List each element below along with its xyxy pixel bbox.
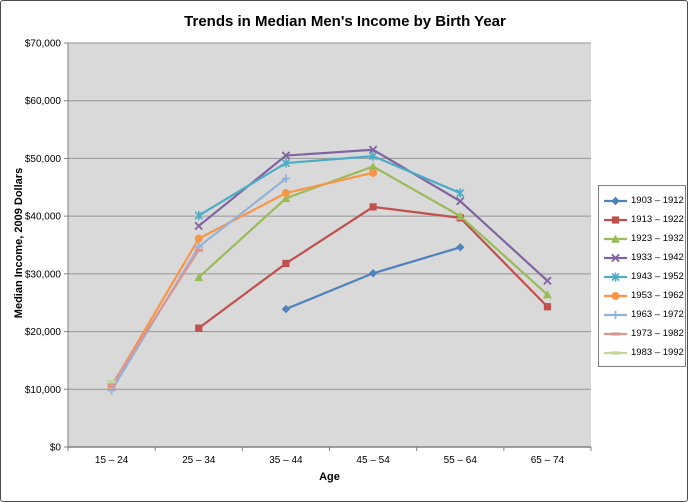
legend-label: 1943 – 1952 [631,271,684,282]
legend-label: 1983 – 1992 [631,347,684,358]
legend-item: 1973 – 1982 [604,324,684,343]
circle-marker [611,291,620,300]
legend-swatch [604,310,627,319]
x-tick-label: 35 – 44 [269,455,303,466]
x-tick-label: 55 – 64 [444,455,478,466]
x-marker [456,196,465,206]
y-tick-label: $0 [50,443,62,454]
y-tick-label: $60,000 [25,96,62,107]
diamond-marker [456,243,465,252]
legend-item: 1943 – 1952 [604,267,684,286]
legend-swatch [604,215,627,224]
legend-item: 1903 – 1912 [604,191,684,210]
x-marker [281,151,291,160]
x-marker [194,221,203,231]
legend-label: 1933 – 1942 [631,252,684,263]
y-tick-label: $10,000 [25,385,62,396]
legend-item: 1923 – 1932 [604,229,684,248]
legend-swatch [604,196,627,205]
legend-swatch [604,234,627,243]
dash-marker [611,350,620,355]
diamond-marker [281,304,291,314]
dash-marker [194,248,203,252]
legend-swatch [604,291,627,300]
legend-label: 1913 – 1922 [631,214,684,225]
triangle-marker [455,211,465,220]
x-tick-label: 65 – 74 [531,455,565,466]
series-line-1973-1982 [110,249,200,386]
legend-item: 1963 – 1972 [604,305,684,324]
legend-swatch [604,331,627,336]
legend-swatch [604,253,627,262]
legend-swatch [604,271,627,282]
y-tick-label: $70,000 [25,39,62,50]
circle-marker [369,168,378,177]
legend-label: 1923 – 1932 [631,233,684,244]
diamond-marker [368,269,378,278]
square-marker [543,303,552,311]
triangle-marker [281,193,291,203]
legend-item: 1913 – 1922 [604,210,684,229]
square-marker [195,324,203,332]
square-marker [282,259,290,268]
x-axis-title: Age [319,471,340,483]
y-tick-label: $50,000 [25,154,62,165]
circle-marker [194,234,203,243]
y-tick-label: $30,000 [25,269,62,280]
series-line-1943-1952 [198,155,461,217]
y-axis-title: Median Income, 2009 Dollars [13,167,25,319]
legend-item: 1933 – 1942 [604,248,684,267]
diamond-marker [611,196,620,205]
dash-marker [107,380,116,384]
legend-item: 1953 – 1962 [604,286,684,305]
dash-marker [107,383,116,387]
square-marker [369,203,377,211]
triangle-marker [194,272,204,282]
legend: 1903 – 1912 1913 – 1922 1923 – 1932 1933 – … [598,185,686,367]
legend-swatch [604,350,627,355]
triangle-marker [543,290,552,299]
legend-label: 1963 – 1972 [631,309,684,320]
x-marker [368,145,378,155]
dash-marker [611,331,620,336]
y-tick-label: $40,000 [25,212,62,223]
series-line-1953-1962 [110,171,374,387]
legend-label: 1953 – 1962 [631,290,684,301]
triangle-marker [611,234,620,243]
circle-marker [281,189,290,198]
x-tick-label: 45 – 54 [356,455,390,466]
x-marker [543,276,552,286]
x-tick-label: 15 – 24 [95,455,129,466]
legend-label: 1903 – 1912 [631,195,684,206]
legend-label: 1973 – 1982 [631,328,684,339]
triangle-marker [368,162,378,171]
chart-title: Trends in Median Men's Income by Birth Y… [184,13,506,30]
square-marker [611,215,620,224]
x-marker [611,253,620,262]
plot-area-background [68,43,591,447]
legend-item: 1983 – 1992 [604,343,684,362]
y-tick-label: $20,000 [25,327,62,338]
x-tick-label: 25 – 34 [182,455,216,466]
